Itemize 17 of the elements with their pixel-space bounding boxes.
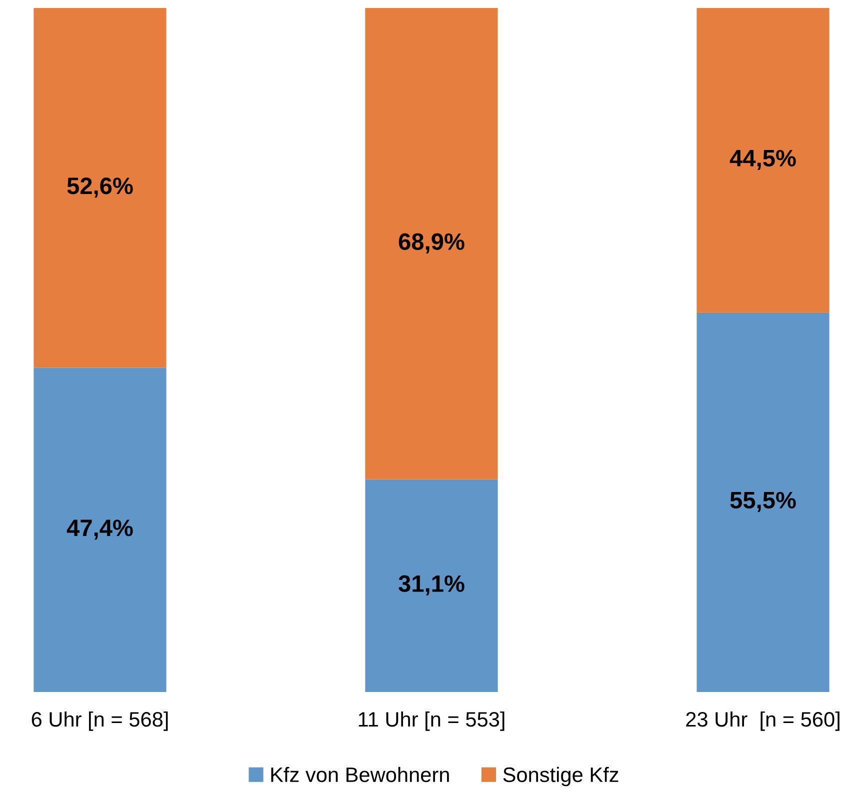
data-label: 55,5% <box>730 492 796 512</box>
bar <box>365 8 498 480</box>
legend-label: Kfz von Bewohnern <box>271 766 449 782</box>
data-label: 68,9% <box>398 233 464 254</box>
data-label: 47,4% <box>66 520 133 540</box>
bar <box>365 479 498 692</box>
bar <box>696 312 830 692</box>
x-tick-label: 23 Uhr [n = 560] <box>686 711 840 731</box>
x-tick-label: 6 Uhr [n = 568] <box>32 711 168 731</box>
bar <box>34 8 166 368</box>
data-label: 31,1% <box>398 575 464 596</box>
bar <box>696 8 830 312</box>
legend-label: Sonstige Kfz <box>503 766 618 786</box>
data-label: 52,6% <box>67 178 133 198</box>
data-label: 44,5% <box>730 150 796 170</box>
bar <box>34 368 166 692</box>
x-tick-label: 11 Uhr [n = 553] <box>358 711 504 731</box>
